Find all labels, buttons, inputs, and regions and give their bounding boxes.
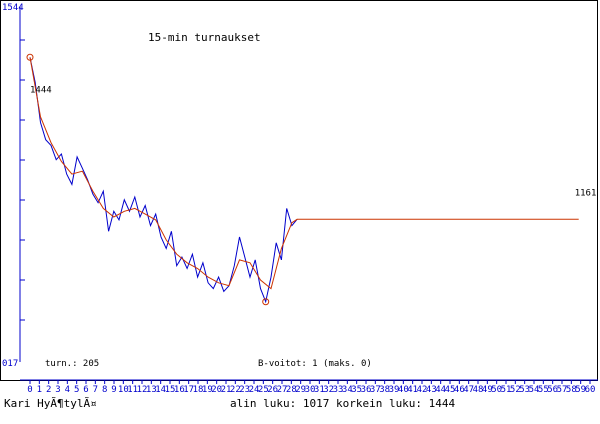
x-tick-label: 30 bbox=[305, 385, 316, 395]
x-tick-label: 45 bbox=[445, 385, 456, 395]
x-tick-label: 5 bbox=[74, 385, 79, 395]
y-top-label: 1544 bbox=[2, 3, 24, 13]
x-tick-label: 57 bbox=[557, 385, 568, 395]
x-tick-label: 1 bbox=[37, 385, 42, 395]
x-tick-label: 22 bbox=[230, 385, 241, 395]
x-tick-label: 43 bbox=[426, 385, 437, 395]
x-tick-label: 35 bbox=[351, 385, 362, 395]
y-bottom-label: 017 bbox=[2, 359, 18, 369]
x-tick-label: 10 bbox=[118, 385, 129, 395]
x-tick-label: 40 bbox=[398, 385, 409, 395]
x-tick-label: 18 bbox=[193, 385, 204, 395]
turns-text: turn.: 205 bbox=[45, 359, 99, 369]
x-tick-label: 7 bbox=[93, 385, 98, 395]
x-tick-label: 0 bbox=[27, 385, 32, 395]
x-tick-label: 34 bbox=[342, 385, 353, 395]
x-tick-label: 23 bbox=[239, 385, 250, 395]
x-tick-label: 53 bbox=[519, 385, 530, 395]
x-tick-label: 37 bbox=[370, 385, 381, 395]
x-tick-label: 55 bbox=[538, 385, 549, 395]
footer-stats: alin luku: 1017 korkein luku: 1444 bbox=[230, 397, 456, 410]
x-tick-label: 15 bbox=[165, 385, 176, 395]
x-tick-label: 24 bbox=[249, 385, 260, 395]
extreme-marker bbox=[26, 53, 34, 61]
x-tick-label: 38 bbox=[379, 385, 390, 395]
x-tick-label: 11 bbox=[127, 385, 138, 395]
x-tick-label: 13 bbox=[146, 385, 157, 395]
wins-text: B-voitot: 1 (maks. 0) bbox=[258, 359, 372, 369]
x-tick-label: 59 bbox=[575, 385, 586, 395]
x-tick-label: 58 bbox=[566, 385, 577, 395]
x-tick-label: 4 bbox=[65, 385, 70, 395]
x-tick-label: 39 bbox=[389, 385, 400, 395]
x-tick-label: 32 bbox=[323, 385, 334, 395]
x-tick-label: 27 bbox=[277, 385, 288, 395]
x-tick-label: 29 bbox=[295, 385, 306, 395]
chart-title: 15-min turnaukset bbox=[148, 31, 261, 44]
x-tick-label: 12 bbox=[137, 385, 148, 395]
x-tick-label: 3 bbox=[55, 385, 60, 395]
x-tick-label: 56 bbox=[547, 385, 558, 395]
x-tick-label: 60 bbox=[585, 385, 596, 395]
x-tick-label: 26 bbox=[267, 385, 278, 395]
x-tick-label: 21 bbox=[221, 385, 232, 395]
x-tick-label: 6 bbox=[83, 385, 88, 395]
x-tick-label: 41 bbox=[407, 385, 418, 395]
x-tick-label: 19 bbox=[202, 385, 213, 395]
annotation: 1161 bbox=[575, 188, 597, 198]
x-tick-label: 50 bbox=[491, 385, 502, 395]
series-line bbox=[29, 57, 298, 304]
x-tick-label: 51 bbox=[501, 385, 512, 395]
x-tick-label: 42 bbox=[417, 385, 428, 395]
x-tick-label: 54 bbox=[529, 385, 540, 395]
footer-name: Kari HyÃ¶tylÃ¤ bbox=[4, 397, 97, 410]
extreme-marker bbox=[262, 298, 270, 306]
x-tick-label: 52 bbox=[510, 385, 521, 395]
x-tick-label: 28 bbox=[286, 385, 297, 395]
frame bbox=[0, 0, 598, 381]
x-tick-label: 33 bbox=[333, 385, 344, 395]
x-tick-label: 25 bbox=[258, 385, 269, 395]
x-tick-label: 44 bbox=[435, 385, 446, 395]
x-tick-label: 31 bbox=[314, 385, 325, 395]
y-axis-ticks bbox=[20, 39, 25, 321]
x-tick-label: 2 bbox=[46, 385, 51, 395]
x-tick-label: 17 bbox=[183, 385, 194, 395]
x-tick-label: 48 bbox=[473, 385, 484, 395]
x-tick-label: 47 bbox=[463, 385, 474, 395]
series-line bbox=[29, 57, 579, 290]
x-tick-label: 46 bbox=[454, 385, 465, 395]
annotation: 1444 bbox=[30, 85, 52, 95]
x-tick-label: 8 bbox=[102, 385, 107, 395]
x-tick-label: 36 bbox=[361, 385, 372, 395]
x-tick-label: 49 bbox=[482, 385, 493, 395]
x-tick-label: 14 bbox=[155, 385, 166, 395]
x-tick-label: 9 bbox=[111, 385, 116, 395]
x-tick-label: 16 bbox=[174, 385, 185, 395]
x-tick-label: 20 bbox=[211, 385, 222, 395]
